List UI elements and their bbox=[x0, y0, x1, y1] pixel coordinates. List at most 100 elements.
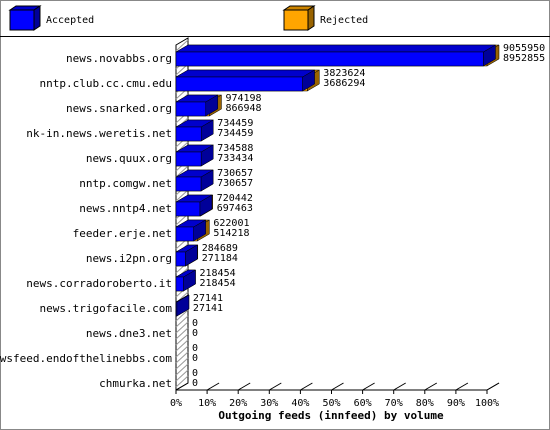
bar-side bbox=[205, 94, 219, 117]
bar-side bbox=[200, 169, 214, 192]
legend-swatch bbox=[307, 5, 315, 31]
value-label: 27141 bbox=[193, 293, 223, 304]
value-label: 0 bbox=[192, 343, 198, 354]
x-tick-label: 20% bbox=[229, 398, 247, 409]
value-label: 0 bbox=[192, 353, 198, 364]
value-label: 27141 bbox=[193, 303, 223, 314]
bar-side bbox=[200, 119, 214, 142]
legend-swatch bbox=[283, 9, 309, 31]
value-label: 8952855 bbox=[503, 53, 545, 64]
legend-swatch bbox=[9, 9, 35, 31]
value-label: 9055950 bbox=[503, 43, 545, 54]
wall-hatch bbox=[175, 357, 189, 370]
value-label: 730657 bbox=[217, 178, 253, 189]
y-tick-label: news.nntp4.net bbox=[79, 202, 172, 215]
y-tick-label: nntp.comgw.net bbox=[79, 177, 172, 190]
bar-side bbox=[176, 294, 190, 317]
y-tick-label: feeder.erje.net bbox=[73, 227, 172, 240]
x-tick-label: 60% bbox=[354, 398, 372, 409]
wall-hatch bbox=[175, 363, 189, 376]
x-tick bbox=[331, 382, 344, 391]
bar bbox=[175, 101, 207, 117]
x-tick bbox=[206, 382, 220, 391]
bar bbox=[175, 201, 201, 217]
wall-hatch bbox=[175, 309, 189, 322]
value-label: 3686294 bbox=[323, 78, 365, 89]
value-label: 0 bbox=[192, 378, 198, 389]
x-tick bbox=[393, 382, 406, 391]
wall-hatch bbox=[175, 327, 189, 340]
wall-hatch bbox=[175, 165, 189, 178]
bar bbox=[175, 51, 484, 67]
x-tick bbox=[237, 382, 251, 391]
y-tick-label: news.corradoroberto.it bbox=[26, 277, 172, 290]
y-tick-label: news.snarked.org bbox=[66, 102, 172, 115]
bar-side bbox=[199, 194, 213, 217]
bar-side bbox=[302, 69, 315, 92]
wall-hatch bbox=[175, 39, 189, 52]
y-tick-label: nk-in.news.weretis.net bbox=[26, 127, 172, 140]
bar-top bbox=[175, 69, 316, 78]
x-tick bbox=[300, 382, 313, 391]
bar bbox=[175, 176, 202, 192]
x-tick-label: 100% bbox=[475, 398, 499, 409]
x-tick-label: 0% bbox=[170, 398, 182, 409]
value-label: 697463 bbox=[217, 203, 253, 214]
y-tick-label: news.dne3.net bbox=[86, 327, 172, 340]
value-label: 271184 bbox=[202, 253, 238, 264]
y-tick-label: nntp.club.cc.cmu.edu bbox=[40, 77, 172, 90]
x-tick bbox=[362, 382, 375, 391]
value-label: 974198 bbox=[225, 93, 261, 104]
bar-top bbox=[175, 44, 497, 53]
bar-side bbox=[193, 219, 206, 242]
value-label: 218454 bbox=[200, 278, 236, 289]
x-tick-label: 40% bbox=[291, 398, 309, 409]
bar-side bbox=[185, 244, 198, 267]
bar bbox=[175, 226, 194, 242]
x-tick-label: 10% bbox=[198, 398, 216, 409]
y-tick-label: chmurka.net bbox=[99, 377, 172, 390]
x-tick-label: 30% bbox=[260, 398, 278, 409]
wall-hatch bbox=[175, 315, 189, 328]
value-label: 514218 bbox=[213, 228, 249, 239]
bar bbox=[175, 251, 186, 267]
x-tick bbox=[175, 382, 189, 391]
value-label: 3823624 bbox=[323, 68, 365, 79]
chart-title: Outgoing feeds (innfeed) by volume bbox=[218, 409, 444, 422]
value-label: 730657 bbox=[217, 168, 253, 179]
bar bbox=[175, 276, 184, 292]
y-tick-label: newsfeed.endofthelinebbs.com bbox=[0, 352, 172, 365]
value-label: 734459 bbox=[217, 118, 253, 129]
wall-hatch bbox=[175, 333, 189, 346]
legend-label: Rejected bbox=[320, 15, 368, 26]
x-tick-label: 90% bbox=[447, 398, 465, 409]
value-label: 734588 bbox=[217, 143, 253, 154]
bar bbox=[175, 126, 202, 142]
wall-hatch bbox=[175, 339, 189, 352]
x-tick-label: 70% bbox=[385, 398, 403, 409]
bar bbox=[175, 151, 202, 167]
bar bbox=[175, 76, 303, 92]
x-tick bbox=[455, 382, 469, 391]
value-label: 733434 bbox=[217, 153, 253, 164]
y-tick-label: news.novabbs.org bbox=[66, 52, 172, 65]
bar-side bbox=[183, 269, 196, 292]
wall-hatch bbox=[175, 369, 189, 382]
value-label: 866948 bbox=[225, 103, 261, 114]
legend-swatch bbox=[33, 5, 41, 31]
value-label: 734459 bbox=[217, 128, 253, 139]
wall-hatch bbox=[175, 375, 189, 388]
wall-hatch bbox=[175, 351, 189, 364]
y-tick-label: news.i2pn.org bbox=[86, 252, 172, 265]
x-tick bbox=[424, 382, 438, 391]
value-label: 0 bbox=[192, 328, 198, 339]
value-label: 218454 bbox=[200, 268, 236, 279]
bar-side bbox=[200, 144, 214, 167]
legend-label: Accepted bbox=[46, 15, 94, 26]
wall-hatch bbox=[175, 345, 189, 358]
wall-hatch bbox=[175, 189, 189, 202]
x-tick-label: 80% bbox=[416, 398, 434, 409]
value-label: 0 bbox=[192, 368, 198, 379]
bar-side bbox=[483, 44, 496, 67]
